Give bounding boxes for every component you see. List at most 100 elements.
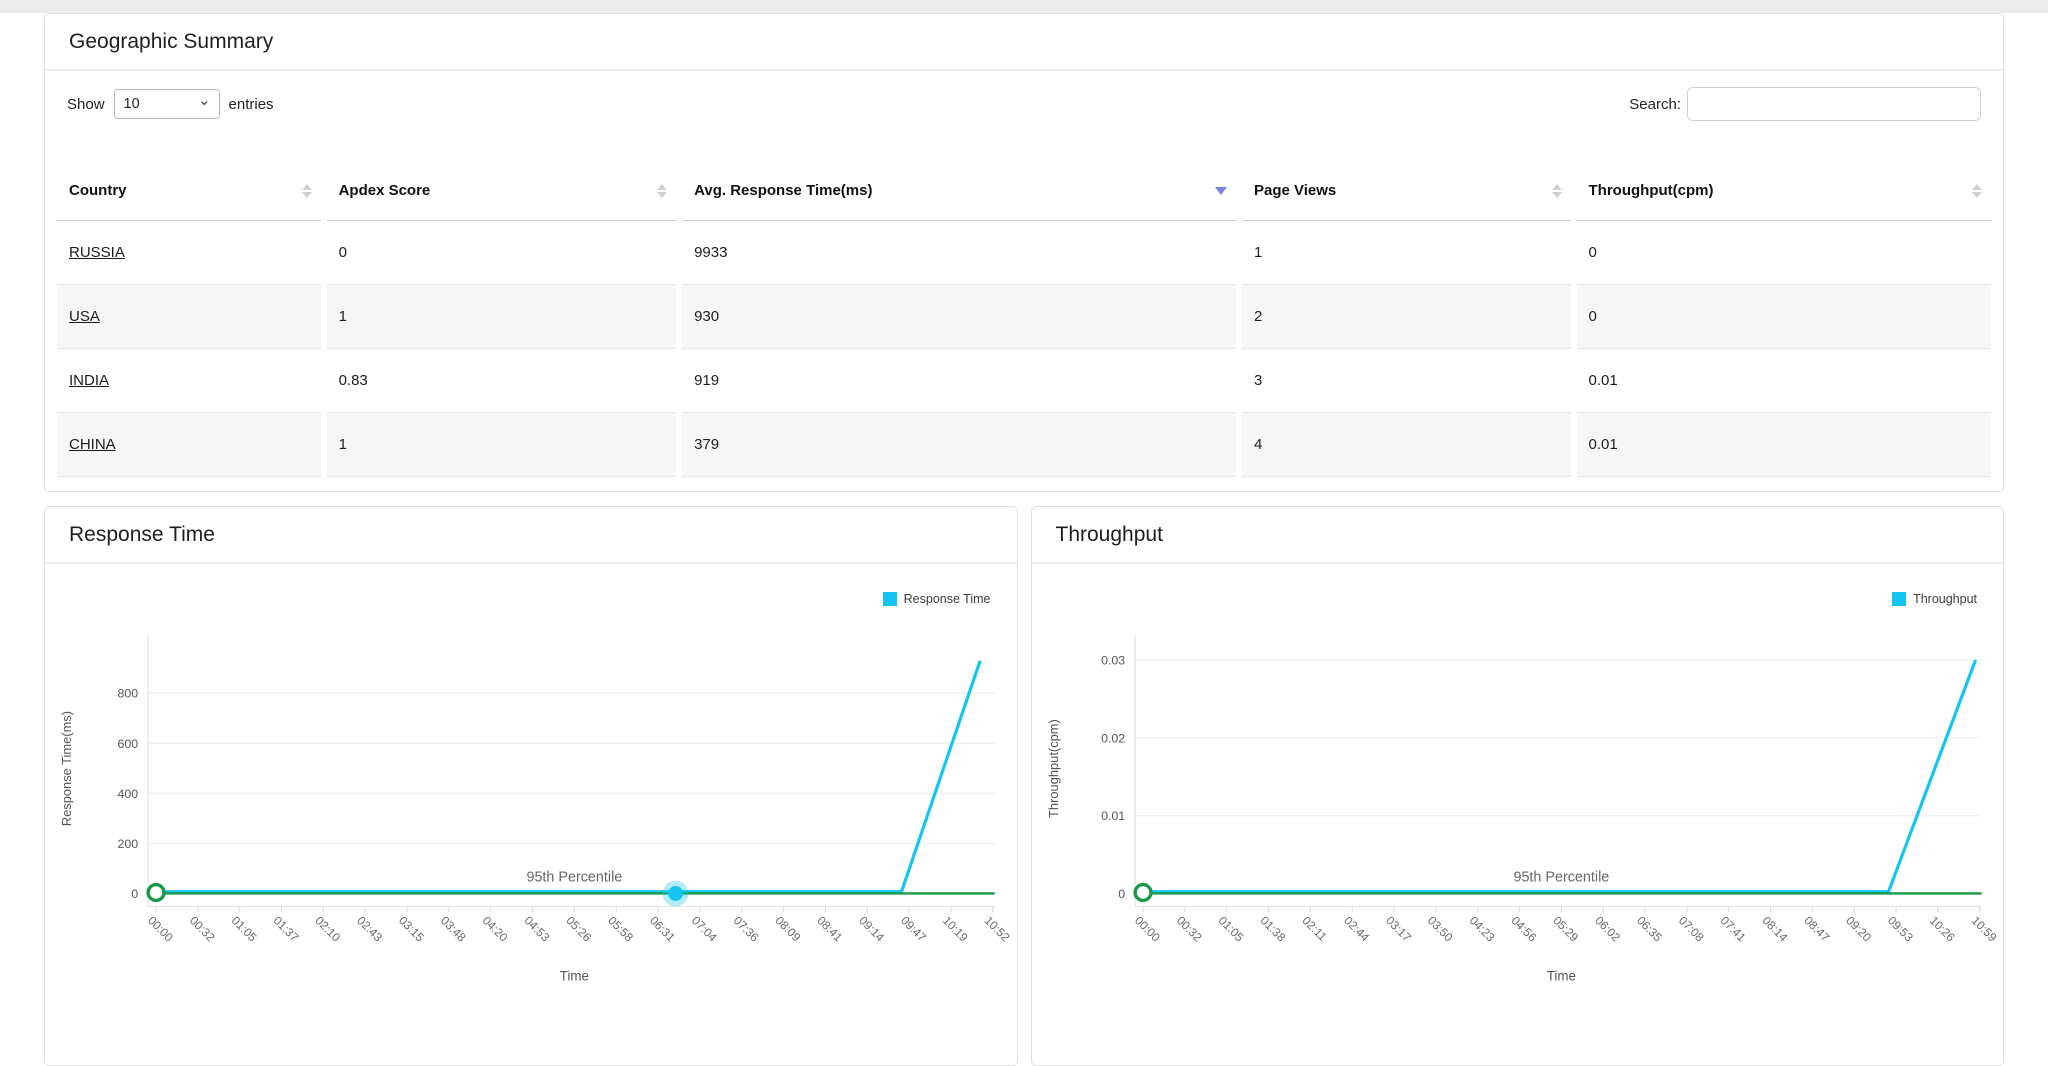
cell-avg_response_ms: 919 bbox=[682, 349, 1236, 413]
cell-avg_response_ms: 9933 bbox=[682, 221, 1236, 285]
x-tick-label: 10:59 bbox=[1968, 913, 1999, 944]
table-row: INDIA 0.83 919 3 0.01 bbox=[57, 349, 1991, 413]
dashboard-page: Geographic Summary Show 10 ⌄ entries Sea… bbox=[0, 13, 2048, 1066]
y-axis-title: Throughput(cpm) bbox=[1045, 719, 1060, 818]
country-link[interactable]: RUSSIA bbox=[69, 244, 125, 261]
cell-country: CHINA bbox=[57, 413, 321, 477]
x-tick-label: 01:38 bbox=[1257, 913, 1288, 944]
x-tick-label: 01:37 bbox=[270, 913, 301, 944]
cell-throughput_cpm: 0 bbox=[1576, 285, 1991, 349]
table-body: RUSSIA 0 9933 1 0 USA 1 930 2 0 INDIA 0.83 919 3 0.01 C… bbox=[57, 221, 1991, 477]
y-tick-label: 200 bbox=[118, 837, 139, 851]
chart-legend: Throughput bbox=[1032, 564, 2004, 606]
x-axis-title: Time bbox=[560, 969, 589, 984]
sort-icon bbox=[1551, 183, 1562, 198]
y-tick-label: 0.01 bbox=[1101, 809, 1125, 823]
x-tick-label: 04:23 bbox=[1466, 913, 1497, 944]
cell-page_views: 4 bbox=[1241, 413, 1571, 477]
column-header-throughput-cpm[interactable]: Throughput(cpm) bbox=[1576, 161, 1991, 221]
x-tick-label: 02:43 bbox=[354, 913, 385, 944]
y-tick-label: 0 bbox=[1118, 887, 1125, 901]
x-tick-label: 10:52 bbox=[982, 913, 1013, 944]
x-tick-label: 08:09 bbox=[772, 913, 803, 944]
percentile-label: 95th Percentile bbox=[1513, 870, 1609, 886]
series-line bbox=[1142, 659, 1977, 894]
x-tick-label: 04:53 bbox=[521, 913, 552, 944]
legend-label: Throughput bbox=[1913, 592, 1977, 606]
x-tick-label: 10:26 bbox=[1926, 913, 1957, 944]
cell-country: RUSSIA bbox=[57, 221, 321, 285]
x-tick-label: 09:53 bbox=[1884, 913, 1915, 944]
column-header-page-views[interactable]: Page Views bbox=[1241, 161, 1571, 221]
country-link[interactable]: USA bbox=[69, 308, 100, 325]
column-header-label: Apdex Score bbox=[338, 182, 431, 199]
response-time-chart[interactable]: 00:00 00:32 01:05 01:37 02:10 02:43 03:15 03:48… bbox=[45, 606, 1017, 995]
cell-apdex: 1 bbox=[326, 413, 677, 477]
chart-legend: Response Time bbox=[45, 564, 1017, 606]
cell-page_views: 3 bbox=[1241, 349, 1571, 413]
series-start-marker bbox=[146, 882, 166, 903]
triangle-down bbox=[1214, 186, 1227, 195]
search-input[interactable] bbox=[1687, 87, 1981, 121]
cell-throughput_cpm: 0.01 bbox=[1576, 349, 1991, 413]
x-tick-label: 01:05 bbox=[1215, 913, 1246, 944]
column-header-apdex-score[interactable]: Apdex Score bbox=[326, 161, 677, 221]
x-tick-label: 00:32 bbox=[1173, 913, 1204, 944]
x-tick-label: 07:04 bbox=[689, 913, 720, 944]
geographic-summary-card: Geographic Summary Show 10 ⌄ entries Sea… bbox=[44, 13, 2004, 492]
highlight-dot[interactable] bbox=[668, 886, 684, 901]
column-header-label: Country bbox=[69, 182, 127, 199]
column-header-label: Throughput(cpm) bbox=[1588, 182, 1714, 199]
sort-icon bbox=[657, 183, 668, 198]
legend-swatch bbox=[1892, 592, 1907, 606]
x-tick-label: 07:36 bbox=[731, 913, 762, 944]
x-tick-label: 05:29 bbox=[1550, 913, 1581, 944]
sort-desc-icon bbox=[1214, 186, 1227, 195]
cell-apdex: 0 bbox=[326, 221, 677, 285]
geographic-summary-title: Geographic Summary bbox=[45, 14, 2003, 71]
x-tick-label: 04:56 bbox=[1508, 913, 1539, 944]
x-tick-label: 09:20 bbox=[1843, 913, 1874, 944]
response-time-title: Response Time bbox=[45, 507, 1017, 564]
y-tick-label: 800 bbox=[118, 687, 139, 701]
x-tick-label: 05:58 bbox=[605, 913, 636, 944]
x-tick-label: 02:10 bbox=[312, 913, 343, 944]
y-axis-title: Response Time(ms) bbox=[59, 711, 74, 826]
cell-country: USA bbox=[57, 285, 321, 349]
show-label: Show bbox=[67, 95, 105, 113]
column-header-country[interactable]: Country bbox=[57, 161, 321, 221]
table-row: CHINA 1 379 4 0.01 bbox=[57, 413, 1991, 477]
x-tick-label: 00:00 bbox=[1131, 913, 1162, 944]
triangle-down bbox=[1551, 191, 1562, 198]
column-header-avg-response-time-ms[interactable]: Avg. Response Time(ms) bbox=[682, 161, 1236, 221]
table-row: RUSSIA 0 9933 1 0 bbox=[57, 221, 1991, 285]
cell-throughput_cpm: 0 bbox=[1576, 221, 1991, 285]
x-axis-title: Time bbox=[1546, 969, 1575, 984]
x-tick-label: 08:14 bbox=[1759, 913, 1790, 944]
x-tick-label: 00:00 bbox=[145, 913, 176, 944]
throughput-chart[interactable]: 00:00 00:32 01:05 01:38 02:11 02:44 03:17 03:50… bbox=[1032, 606, 2004, 995]
page-header-strip bbox=[0, 0, 2048, 13]
cell-avg_response_ms: 379 bbox=[682, 413, 1236, 477]
x-tick-label: 03:50 bbox=[1424, 913, 1455, 944]
x-tick-label: 06:02 bbox=[1592, 913, 1623, 944]
x-tick-label: 03:17 bbox=[1382, 913, 1413, 944]
percentile-label: 95th Percentile bbox=[526, 870, 622, 886]
y-tick-label: 0 bbox=[131, 887, 138, 901]
page-size-select[interactable]: 10 bbox=[113, 89, 220, 119]
column-header-label: Page Views bbox=[1253, 182, 1337, 199]
page-size-select-wrap: 10 ⌄ bbox=[113, 89, 220, 119]
country-link[interactable]: CHINA bbox=[69, 436, 116, 453]
triangle-up bbox=[1972, 183, 1982, 190]
triangle-down bbox=[301, 191, 312, 198]
throughput-title: Throughput bbox=[1031, 507, 2003, 564]
cell-apdex: 0.83 bbox=[326, 349, 677, 413]
x-tick-label: 02:11 bbox=[1299, 913, 1330, 944]
search-label: Search: bbox=[1629, 95, 1681, 113]
x-tick-label: 02:44 bbox=[1341, 913, 1372, 944]
x-tick-label: 06:35 bbox=[1633, 913, 1664, 944]
country-link[interactable]: INDIA bbox=[69, 372, 110, 389]
y-tick-label: 600 bbox=[118, 737, 139, 751]
x-tick-label: 10:19 bbox=[940, 913, 971, 944]
cell-country: INDIA bbox=[57, 349, 321, 413]
